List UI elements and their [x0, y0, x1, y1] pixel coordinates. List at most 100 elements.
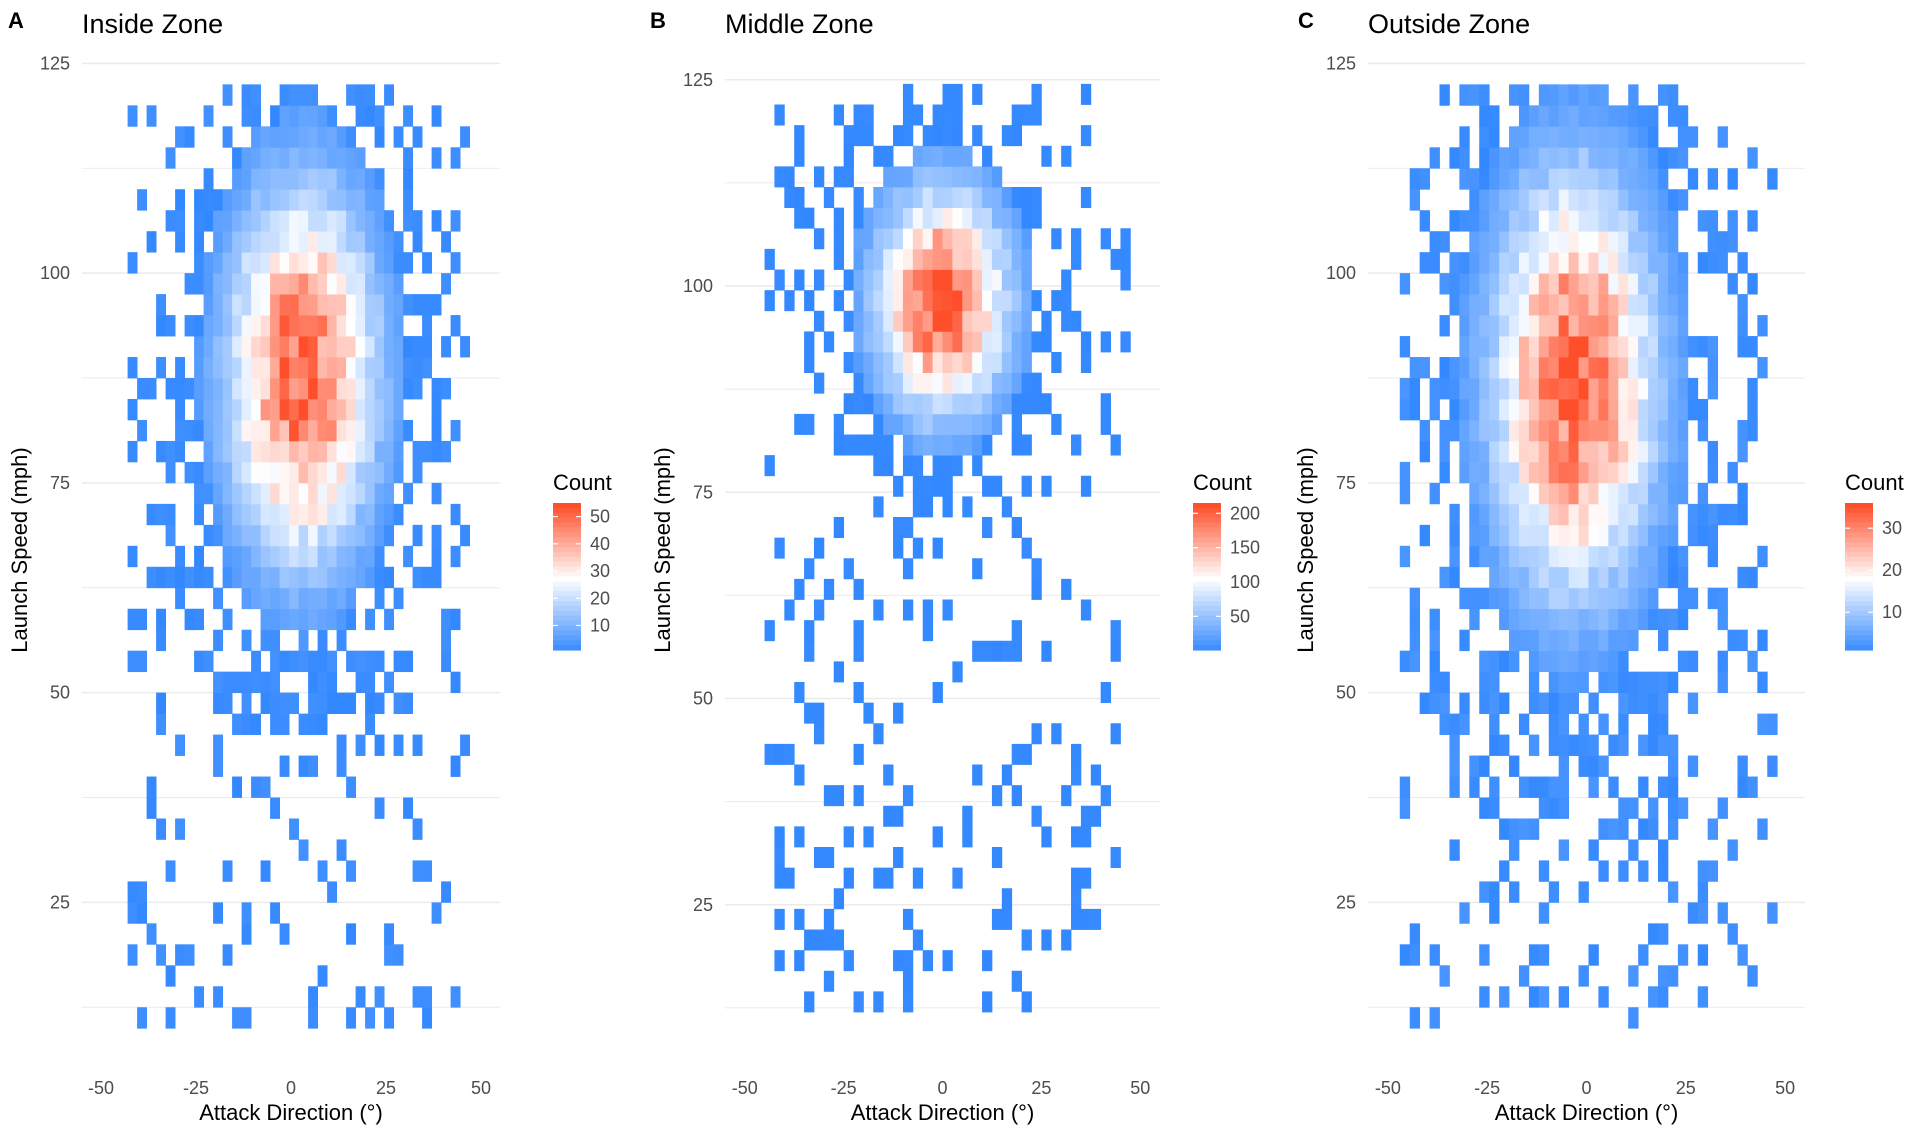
heatmap-tile [843, 867, 854, 889]
heatmap-tile [279, 692, 290, 714]
heatmap-tile [374, 105, 385, 127]
heatmap-tile [1667, 965, 1679, 987]
heatmap-tile [393, 650, 404, 673]
heatmap-tile [222, 273, 233, 295]
heatmap-tile [1747, 965, 1758, 987]
heatmap-tile [317, 860, 328, 882]
legend-gradient-step [1193, 532, 1221, 538]
heatmap-tile [1578, 147, 1589, 169]
heatmap-tile [1499, 378, 1510, 400]
heatmap-tile [156, 315, 166, 337]
heatmap-tile [241, 902, 252, 924]
heatmap-tile [1677, 252, 1689, 274]
heatmap-tile [175, 378, 185, 400]
heatmap-tile [431, 482, 442, 505]
heatmap-tile [1409, 378, 1421, 400]
heatmap-tile [308, 986, 318, 1008]
heatmap-tile [853, 352, 864, 374]
heatmap-tile [308, 315, 318, 337]
heatmap-tile [1399, 797, 1411, 819]
heatmap-tile [374, 378, 385, 400]
legend-gradient-step [1193, 596, 1221, 602]
legend-gradient-step [553, 556, 581, 563]
heatmap-tile [393, 294, 404, 316]
heatmap-tile [308, 252, 318, 274]
heatmap-tile [165, 860, 176, 882]
heatmap-tile [932, 826, 943, 848]
legend-gradient-step [553, 586, 581, 592]
heatmap-tile [374, 419, 385, 442]
heatmap-tile [241, 545, 252, 568]
heatmap-tile [912, 372, 924, 394]
heatmap-tile [317, 671, 328, 694]
heatmap-tile [1608, 545, 1619, 568]
heatmap-tile [1667, 755, 1679, 777]
heatmap-tile [384, 524, 394, 547]
heatmap-tile [1439, 378, 1450, 400]
heatmap-tile [165, 210, 176, 232]
heatmap-tile [922, 413, 934, 435]
heatmap-tile [251, 168, 261, 190]
heatmap-tile [222, 524, 233, 547]
heatmap-tile [1011, 248, 1022, 270]
heatmap-tile [1558, 839, 1570, 861]
heatmap-tile [393, 126, 404, 148]
heatmap-tile [1628, 294, 1639, 316]
heatmap-tile [298, 147, 309, 169]
heatmap-tile [203, 105, 214, 127]
heatmap-tile [289, 252, 299, 274]
heatmap-tile [902, 908, 914, 930]
legend-gradient-step [553, 512, 581, 519]
heatmap-tile [1628, 378, 1639, 400]
heatmap-tile [1489, 294, 1500, 316]
heatmap-tile [374, 189, 385, 211]
heatmap-tile [1469, 545, 1480, 568]
heatmap-tile [1578, 231, 1589, 253]
heatmap-tile [1001, 393, 1013, 415]
heatmap-tile [384, 419, 394, 442]
heatmap-tile [1568, 650, 1579, 673]
heatmap-tile [1528, 357, 1540, 379]
heatmap-tile [1608, 566, 1619, 589]
heatmap-tile [241, 210, 252, 232]
heatmap-tile [1588, 357, 1599, 379]
heatmap-tile [893, 702, 904, 724]
heatmap-tile [289, 315, 299, 337]
heatmap-tile [175, 126, 185, 148]
heatmap-tile [1499, 147, 1510, 169]
heatmap-tile [270, 713, 280, 735]
heatmap-tile [1479, 503, 1490, 526]
heatmap-tile [317, 566, 328, 589]
heatmap-tile [298, 566, 309, 589]
heatmap-tile [1608, 440, 1619, 463]
heatmap-tile [1687, 336, 1699, 358]
heatmap-tile [1648, 419, 1659, 442]
heatmap-tile [232, 273, 242, 295]
heatmap-tile [1747, 398, 1758, 421]
heatmap-tile [972, 331, 983, 353]
heatmap-tile [1459, 692, 1470, 714]
heatmap-tile [1638, 210, 1649, 232]
heatmap-tile [942, 187, 953, 209]
heatmap-tile [1439, 692, 1450, 714]
heatmap-tile [1717, 231, 1728, 253]
heatmap-tile [962, 166, 973, 188]
heatmap-tile [270, 336, 280, 358]
heatmap-tile [175, 398, 185, 421]
legend-gradient-step [1845, 503, 1873, 509]
heatmap-tile [241, 231, 252, 253]
heatmap-tile [1628, 210, 1639, 232]
heatmap-tile [873, 331, 884, 353]
heatmap-tile [912, 187, 924, 209]
heatmap-tile [1031, 558, 1042, 580]
heatmap-tile [902, 207, 914, 229]
heatmap-tile [1509, 440, 1520, 463]
heatmap-tile [1459, 378, 1470, 400]
heatmap-tile [1677, 273, 1689, 295]
heatmap-tile [1618, 566, 1629, 589]
heatmap-tile [1628, 608, 1639, 631]
heatmap-tile [1080, 805, 1092, 827]
heatmap-tile [1071, 826, 1082, 848]
heatmap-tile [1479, 461, 1490, 484]
heatmap-tile [942, 290, 953, 312]
